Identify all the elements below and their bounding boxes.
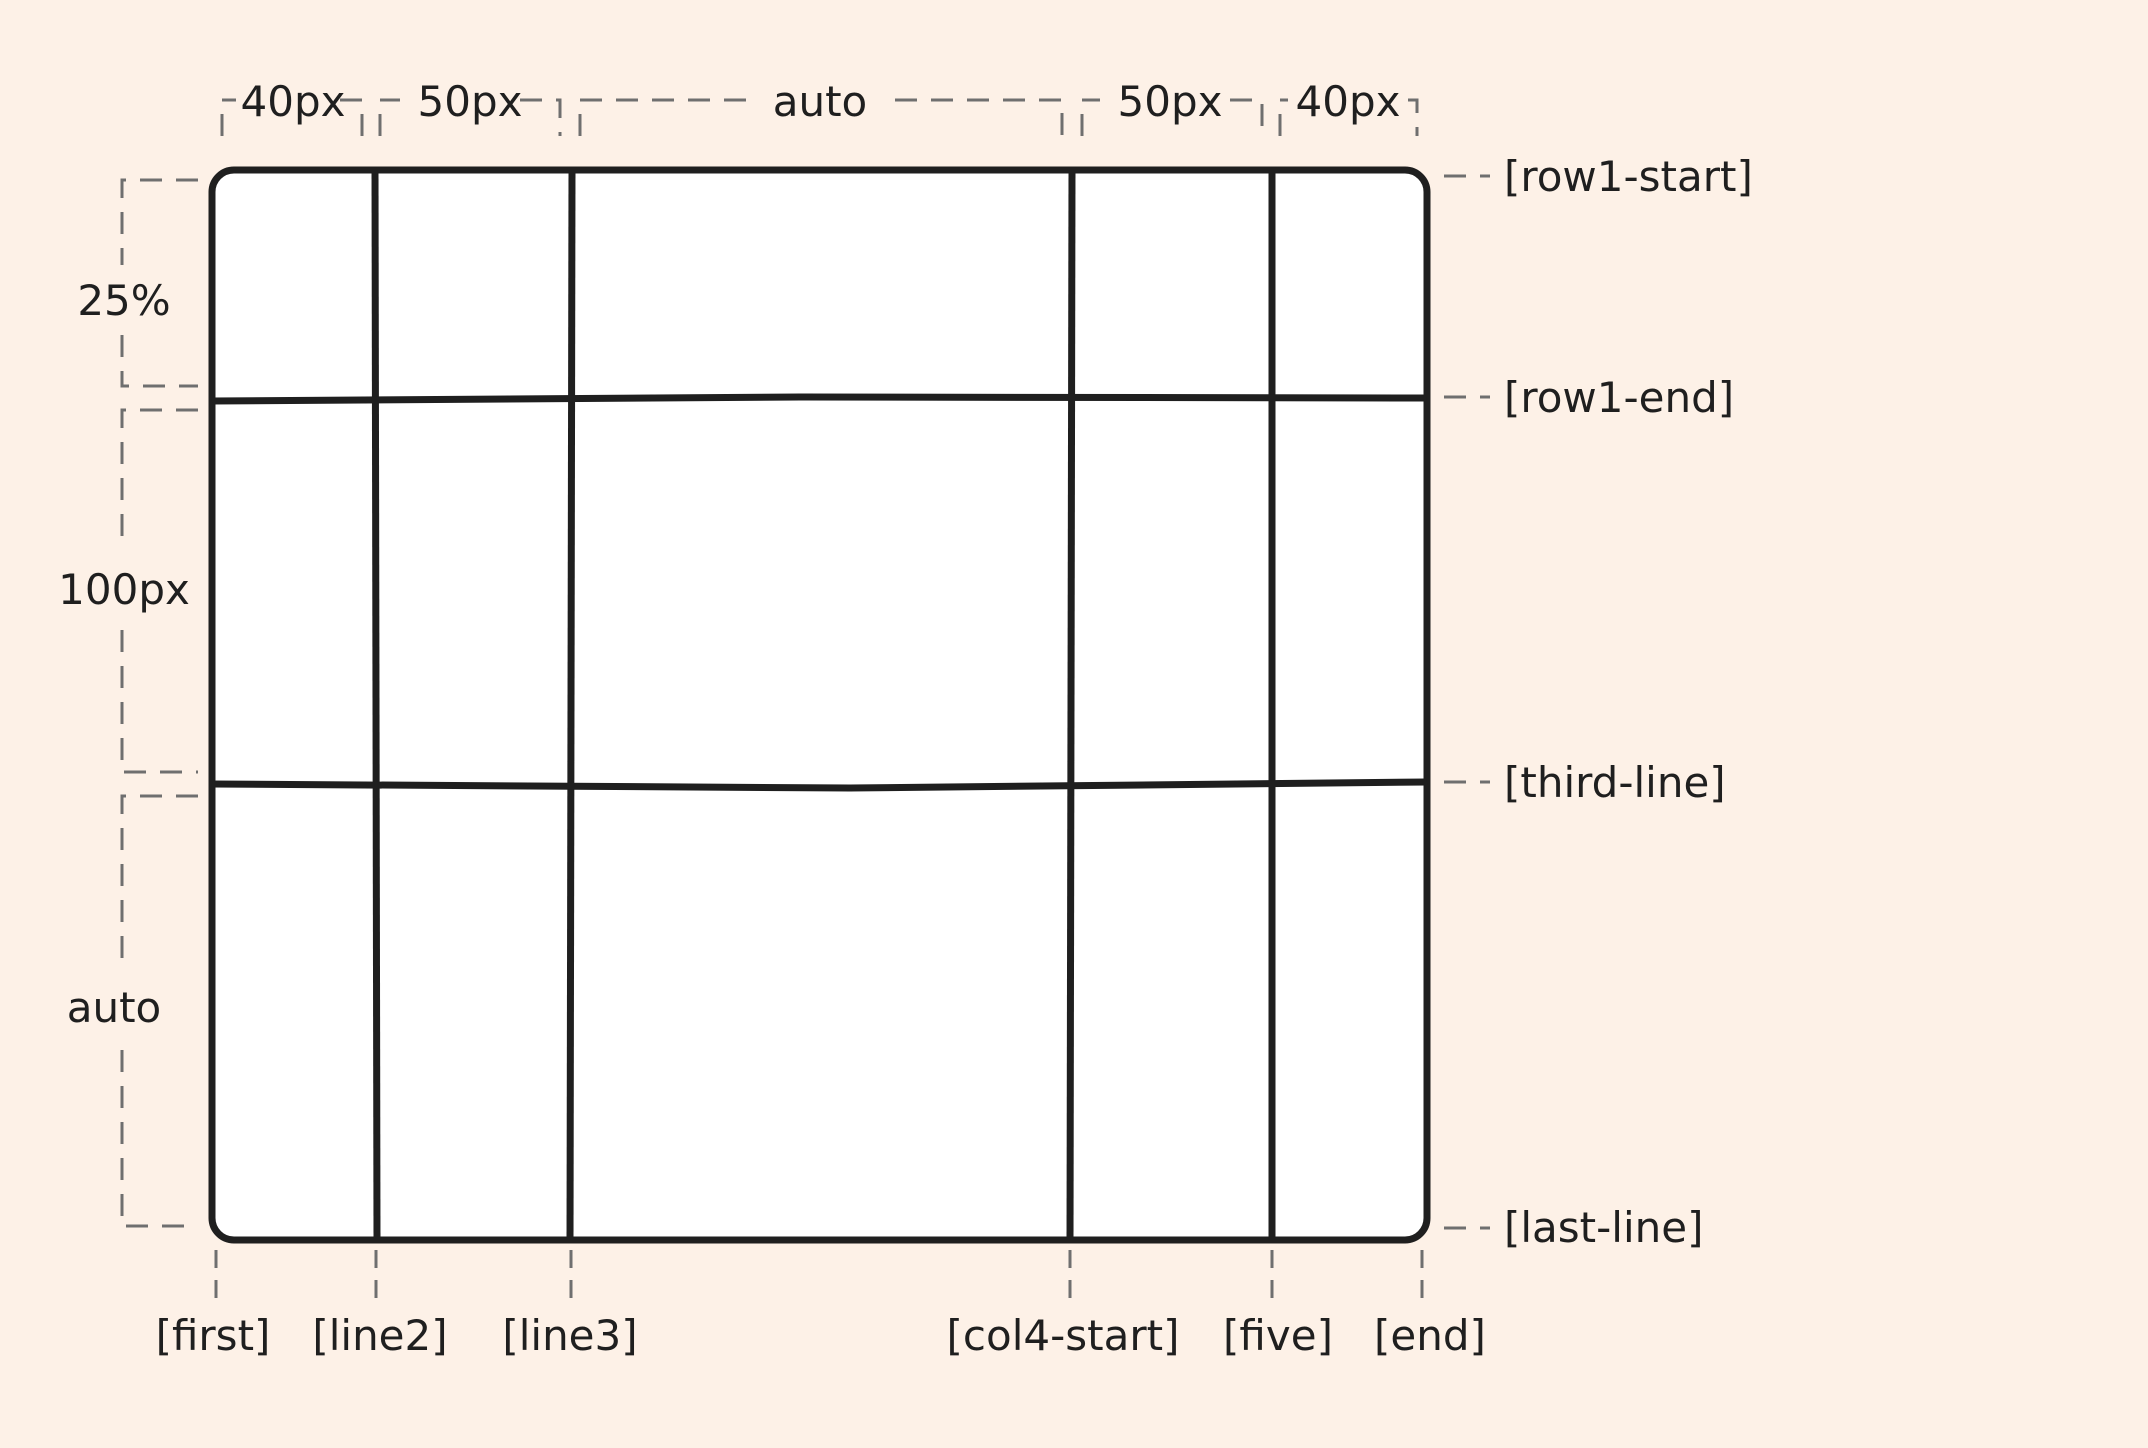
row-line-name: [row1-start] (1504, 152, 1753, 201)
row-line-3 (211, 778, 1428, 792)
column-line-name: [end] (1374, 1311, 1486, 1360)
column-size-label: 40px (241, 77, 346, 126)
row-size-label: 25% (77, 276, 170, 325)
row-guide-1 (120, 178, 198, 388)
column-guide-3 (578, 98, 1064, 136)
column-line-name: [col4-start] (947, 1311, 1180, 1360)
row-line-name: [last-line] (1504, 1203, 1703, 1252)
column-guide-1 (220, 98, 364, 136)
row-size-label: auto (67, 983, 162, 1032)
row-line-name: [row1-end] (1504, 373, 1734, 422)
column-size-labels: 40px 50px auto 50px 40px (241, 77, 1401, 126)
column-line-name-guides (214, 1250, 1424, 1305)
row-line-2 (211, 393, 1428, 405)
row-line-names: [row1-start] [row1-end] [third-line] [la… (1504, 152, 1753, 1252)
column-line-name: [line3] (502, 1311, 637, 1360)
row-guide-2 (120, 408, 198, 774)
grid-area (208, 166, 1431, 1244)
column-line-name: [five] (1223, 1311, 1333, 1360)
column-guide-4 (1080, 98, 1264, 136)
column-guide-2 (378, 98, 562, 136)
row-size-label: 100px (58, 565, 190, 614)
column-size-label: auto (773, 77, 868, 126)
row-size-labels: 25% 100px auto (58, 276, 190, 1032)
column-guide-5 (1278, 98, 1419, 136)
row-guide-3 (120, 794, 198, 1228)
column-line-3 (566, 169, 576, 1241)
grid-container (208, 166, 1431, 1244)
column-size-label: 50px (1118, 77, 1223, 126)
row-line-name-guides (1444, 174, 1490, 1230)
column-line-4 (1066, 169, 1076, 1241)
row-size-guides (120, 178, 198, 1228)
column-size-label: 40px (1296, 77, 1401, 126)
column-line-names: [first] [line2] [line3] [col4-start] [fi… (156, 1311, 1486, 1360)
column-line-name: [line2] (312, 1311, 447, 1360)
column-line-name: [first] (156, 1311, 271, 1360)
column-line-2 (371, 169, 381, 1241)
column-size-guides (220, 98, 1419, 136)
column-size-label: 50px (418, 77, 523, 126)
row-line-name: [third-line] (1504, 758, 1726, 807)
